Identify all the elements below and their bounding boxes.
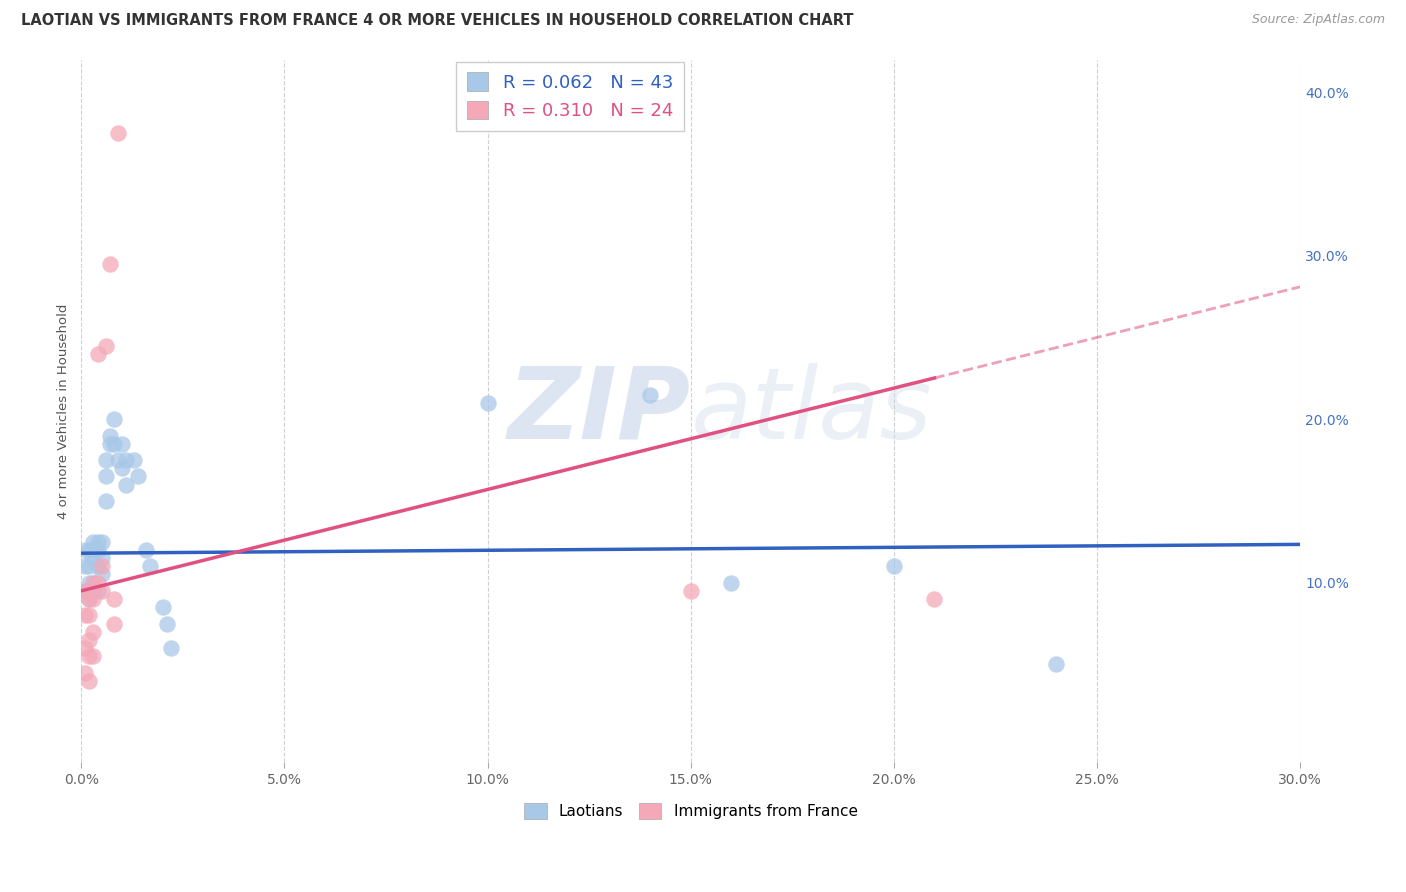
Point <box>82 583 104 598</box>
Point <box>86 347 108 361</box>
Point <box>720 575 742 590</box>
Point <box>477 396 499 410</box>
Point <box>103 436 125 450</box>
Point <box>79 632 101 647</box>
Point <box>679 583 702 598</box>
Point <box>638 387 661 401</box>
Point <box>103 592 125 607</box>
Y-axis label: 4 or more Vehicles in Household: 4 or more Vehicles in Household <box>58 303 70 519</box>
Point <box>82 575 104 590</box>
Point <box>79 608 101 623</box>
Point <box>82 624 104 639</box>
Point <box>1045 657 1067 672</box>
Text: Source: ZipAtlas.com: Source: ZipAtlas.com <box>1251 13 1385 27</box>
Point <box>82 551 104 566</box>
Point <box>94 453 117 467</box>
Point <box>82 575 104 590</box>
Point <box>98 428 121 442</box>
Point <box>75 559 97 574</box>
Point <box>90 567 112 582</box>
Point <box>94 338 117 352</box>
Point <box>883 559 905 574</box>
Point <box>159 640 181 655</box>
Text: atlas: atlas <box>690 362 932 459</box>
Point <box>152 600 174 615</box>
Point <box>122 453 145 467</box>
Text: ZIP: ZIP <box>508 362 690 459</box>
Point <box>79 575 101 590</box>
Point <box>155 616 177 631</box>
Point <box>107 126 129 140</box>
Legend: Laotians, Immigrants from France: Laotians, Immigrants from France <box>517 797 863 825</box>
Point <box>79 543 101 558</box>
Point <box>115 453 138 467</box>
Point <box>75 543 97 558</box>
Point <box>127 469 149 483</box>
Point <box>79 592 101 607</box>
Point <box>75 583 97 598</box>
Point <box>90 534 112 549</box>
Point <box>94 469 117 483</box>
Point <box>79 559 101 574</box>
Text: LAOTIAN VS IMMIGRANTS FROM FRANCE 4 OR MORE VEHICLES IN HOUSEHOLD CORRELATION CH: LAOTIAN VS IMMIGRANTS FROM FRANCE 4 OR M… <box>21 13 853 29</box>
Point <box>107 453 129 467</box>
Point <box>86 534 108 549</box>
Point <box>111 436 134 450</box>
Point <box>103 412 125 426</box>
Point <box>79 673 101 688</box>
Point <box>79 649 101 664</box>
Point <box>79 592 101 607</box>
Point <box>924 592 946 607</box>
Point <box>82 649 104 664</box>
Point <box>90 559 112 574</box>
Point <box>98 436 121 450</box>
Point <box>86 583 108 598</box>
Point <box>82 543 104 558</box>
Point <box>75 640 97 655</box>
Point <box>86 543 108 558</box>
Point <box>90 551 112 566</box>
Point <box>86 559 108 574</box>
Point <box>111 461 134 475</box>
Point <box>135 543 157 558</box>
Point <box>82 534 104 549</box>
Point <box>82 592 104 607</box>
Point <box>75 608 97 623</box>
Point <box>94 494 117 508</box>
Point <box>75 665 97 680</box>
Point <box>86 575 108 590</box>
Point <box>103 616 125 631</box>
Point <box>139 559 162 574</box>
Point <box>90 583 112 598</box>
Point <box>98 257 121 271</box>
Point <box>75 583 97 598</box>
Point <box>115 477 138 491</box>
